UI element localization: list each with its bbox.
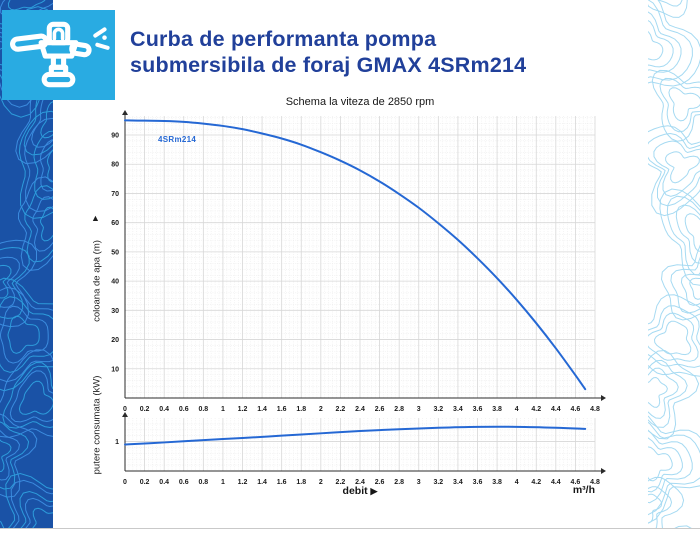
svg-text:60: 60: [111, 220, 119, 227]
svg-text:4.2: 4.2: [531, 406, 541, 413]
power-axis-label: putere consumata (kW): [91, 375, 103, 475]
svg-text:90: 90: [111, 132, 119, 139]
svg-text:2.8: 2.8: [394, 479, 404, 486]
debit-axis-label-text: debit: [342, 485, 368, 497]
svg-text:2.6: 2.6: [375, 479, 385, 486]
svg-text:4.6: 4.6: [571, 406, 581, 413]
svg-text:1.6: 1.6: [277, 479, 287, 486]
svg-text:1.2: 1.2: [238, 479, 248, 486]
svg-text:1: 1: [115, 439, 119, 446]
svg-text:3.4: 3.4: [453, 479, 463, 486]
page-title: Curba de performanta pompa submersibila …: [130, 26, 526, 78]
svg-text:1: 1: [221, 479, 225, 486]
chart-title: Schema la viteza de 2850 rpm: [285, 96, 435, 108]
svg-text:4.2: 4.2: [531, 479, 541, 486]
svg-text:2.4: 2.4: [355, 406, 365, 413]
series-label: 4SRm214: [158, 135, 197, 144]
svg-text:0.2: 0.2: [140, 406, 150, 413]
debit-arrow-icon: ▶: [370, 486, 378, 496]
right-decor-band: [648, 0, 700, 529]
svg-text:40: 40: [111, 279, 119, 286]
svg-text:2.2: 2.2: [336, 479, 346, 486]
svg-text:0: 0: [123, 406, 127, 413]
svg-text:2.6: 2.6: [375, 406, 385, 413]
svg-text:3.6: 3.6: [473, 479, 483, 486]
svg-text:4.8: 4.8: [590, 406, 600, 413]
svg-text:1.4: 1.4: [257, 406, 267, 413]
debit-axis-label: debit ▶: [125, 485, 595, 497]
svg-text:3.2: 3.2: [433, 479, 443, 486]
svg-text:70: 70: [111, 191, 119, 198]
svg-text:3.6: 3.6: [473, 406, 483, 413]
svg-text:0.4: 0.4: [159, 406, 169, 413]
svg-text:4.4: 4.4: [551, 406, 561, 413]
svg-text:3.4: 3.4: [453, 406, 463, 413]
page-title-line1: Curba de performanta pompa: [130, 27, 437, 51]
sprinkler-icon: [2, 10, 115, 100]
svg-text:0.8: 0.8: [198, 406, 208, 413]
svg-text:2.4: 2.4: [355, 479, 365, 486]
svg-text:0.2: 0.2: [140, 479, 150, 486]
svg-text:4.4: 4.4: [551, 479, 561, 486]
svg-text:4: 4: [515, 406, 519, 413]
svg-text:2: 2: [319, 406, 323, 413]
page-title-line2: submersibila de foraj GMAX 4SRm214: [130, 53, 527, 77]
svg-text:0.6: 0.6: [179, 406, 189, 413]
svg-text:1: 1: [221, 406, 225, 413]
svg-text:3.2: 3.2: [433, 406, 443, 413]
svg-text:1.2: 1.2: [238, 406, 248, 413]
svg-text:3.8: 3.8: [492, 479, 502, 486]
svg-text:50: 50: [111, 249, 119, 256]
svg-text:10: 10: [111, 366, 119, 373]
sprinkler-icon-glyph: [10, 21, 110, 88]
svg-text:30: 30: [111, 308, 119, 315]
svg-text:20: 20: [111, 337, 119, 344]
svg-text:2.2: 2.2: [336, 406, 346, 413]
svg-text:0: 0: [123, 479, 127, 486]
svg-text:0.4: 0.4: [159, 479, 169, 486]
svg-text:3.8: 3.8: [492, 406, 502, 413]
flow-unit-label: m³/h: [572, 484, 595, 496]
svg-text:2: 2: [319, 479, 323, 486]
svg-text:2.8: 2.8: [394, 406, 404, 413]
svg-text:0.6: 0.6: [179, 479, 189, 486]
svg-text:4: 4: [515, 479, 519, 486]
svg-text:1.8: 1.8: [296, 479, 306, 486]
svg-text:3: 3: [417, 406, 421, 413]
svg-text:4.8: 4.8: [590, 479, 600, 486]
svg-text:80: 80: [111, 162, 119, 169]
svg-text:1.8: 1.8: [296, 406, 306, 413]
svg-text:4.6: 4.6: [571, 479, 581, 486]
svg-text:1.4: 1.4: [257, 479, 267, 486]
svg-text:0.8: 0.8: [198, 479, 208, 486]
svg-text:1.6: 1.6: [277, 406, 287, 413]
head-axis-arrow-icon: ▲: [91, 213, 100, 223]
head-axis-label: coloana de apa (m): [91, 240, 103, 322]
svg-text:3: 3: [417, 479, 421, 486]
footer-divider: [0, 528, 700, 529]
